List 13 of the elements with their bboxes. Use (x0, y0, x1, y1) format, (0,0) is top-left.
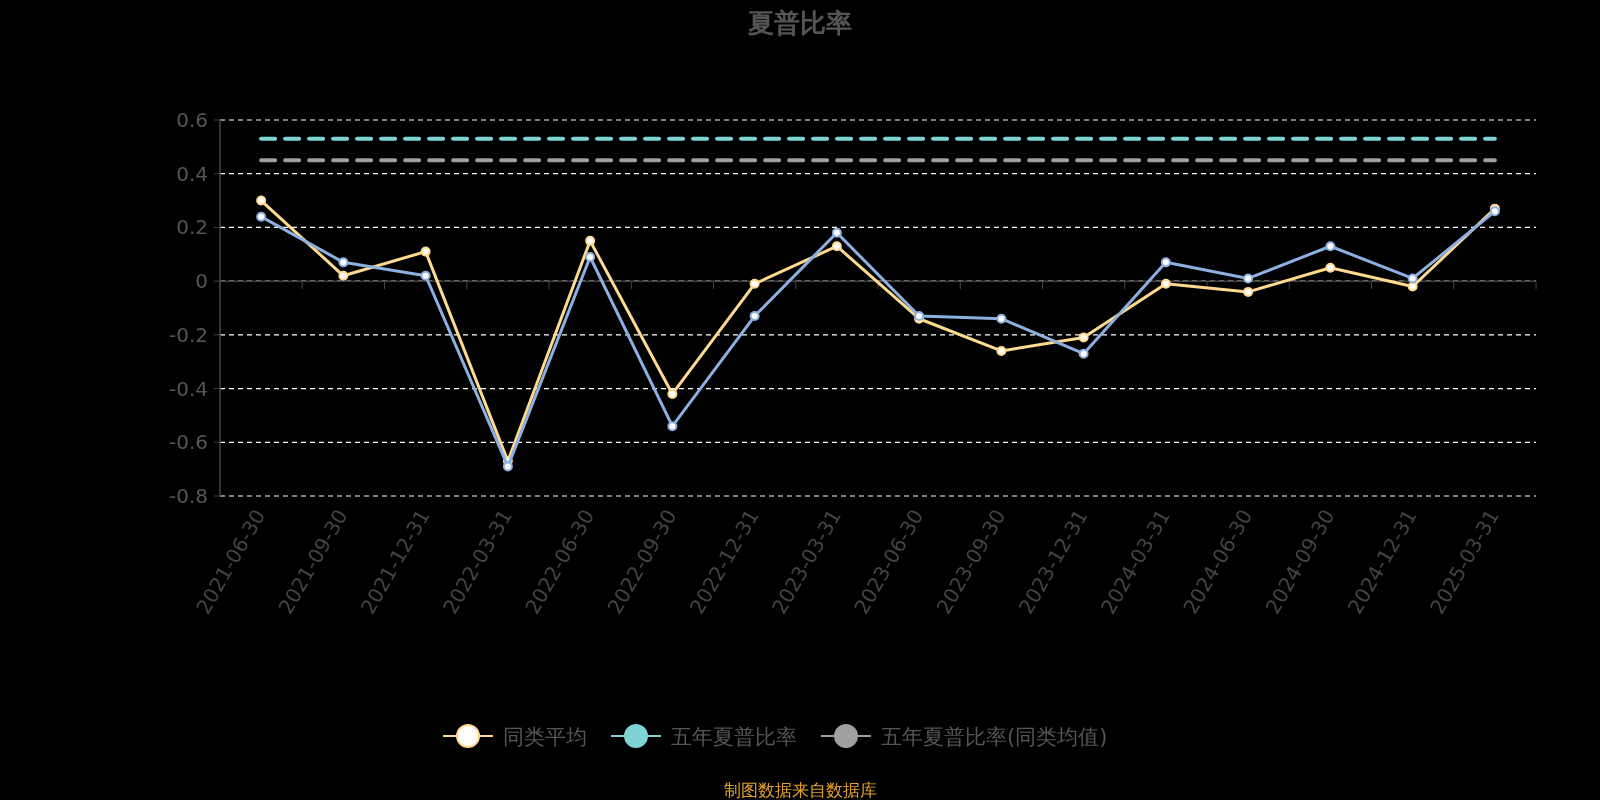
legend-label: 五年夏普比率 (671, 725, 797, 749)
y-tick-label: -0.6 (168, 430, 208, 455)
y-tick-label: 0 (195, 269, 208, 294)
y-tick-label: -0.4 (168, 376, 208, 401)
y-tick-label: 0.2 (176, 215, 208, 240)
text: 制图数据来自数据库 (723, 780, 877, 800)
legend-label: 同类平均 (503, 725, 587, 749)
y-tick-label: 0.6 (176, 108, 208, 132)
chart-title: 夏普比率 (747, 8, 852, 38)
y-tick-label: 0.4 (176, 161, 208, 186)
y-tick-label: -0.8 (168, 484, 208, 508)
legend-label: 五年夏普比率(同类均值) (881, 725, 1108, 749)
y-tick-label: -0.2 (168, 322, 208, 347)
